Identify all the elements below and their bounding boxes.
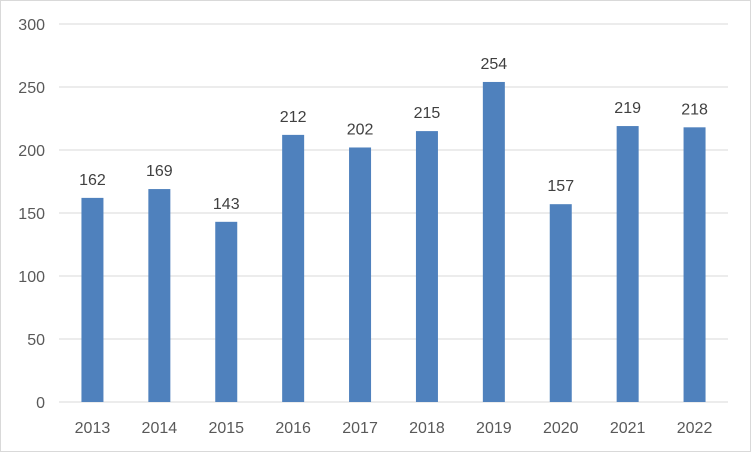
x-tick-label-2016: 2016 <box>275 420 311 437</box>
y-tick-label-0: 0 <box>36 395 45 412</box>
data-label-2013: 162 <box>79 172 106 189</box>
x-tick-label-2017: 2017 <box>342 420 378 437</box>
y-tick-label-150: 150 <box>18 206 45 223</box>
x-tick-label-2018: 2018 <box>409 420 445 437</box>
y-tick-label-200: 200 <box>18 143 45 160</box>
bar-2021 <box>616 126 639 402</box>
x-tick-label-2019: 2019 <box>476 420 512 437</box>
data-label-2020: 157 <box>547 178 574 195</box>
data-label-2019: 254 <box>480 56 507 73</box>
bar-2016 <box>282 134 305 402</box>
bar-2022 <box>683 127 706 402</box>
data-label-2014: 169 <box>146 163 173 180</box>
data-label-2018: 215 <box>414 105 441 122</box>
x-tick-label-2021: 2021 <box>610 420 646 437</box>
x-tick-label-2020: 2020 <box>543 420 579 437</box>
y-axis-tick-labels: 0 50 100 150 200 250 300 <box>18 17 45 412</box>
bar-2020 <box>549 204 572 402</box>
data-labels: 162 169 143 212 202 215 254 157 219 218 <box>79 56 708 213</box>
data-label-2017: 202 <box>347 121 374 138</box>
x-tick-label-2022: 2022 <box>677 420 713 437</box>
x-axis-tick-labels: 2013 2014 2015 2016 2017 2018 2019 2020 2021 2022 <box>75 420 713 437</box>
data-label-2015: 143 <box>213 196 240 213</box>
bar-2015 <box>215 221 238 402</box>
data-label-2022: 218 <box>681 101 708 118</box>
gridlines <box>59 23 728 403</box>
y-tick-label-100: 100 <box>18 269 45 286</box>
data-label-2016: 212 <box>280 109 307 126</box>
y-tick-label-250: 250 <box>18 80 45 97</box>
bar-2018 <box>415 131 438 402</box>
x-tick-label-2013: 2013 <box>75 420 111 437</box>
x-tick-label-2014: 2014 <box>142 420 178 437</box>
data-label-2021: 219 <box>614 100 641 117</box>
bar-2013 <box>81 197 104 402</box>
bar-2019 <box>482 81 505 403</box>
bars <box>81 81 706 403</box>
x-tick-label-2015: 2015 <box>208 420 244 437</box>
bar-2017 <box>349 147 372 402</box>
y-tick-label-50: 50 <box>27 332 45 349</box>
y-tick-label-300: 300 <box>18 17 45 34</box>
bar-2014 <box>148 189 171 402</box>
